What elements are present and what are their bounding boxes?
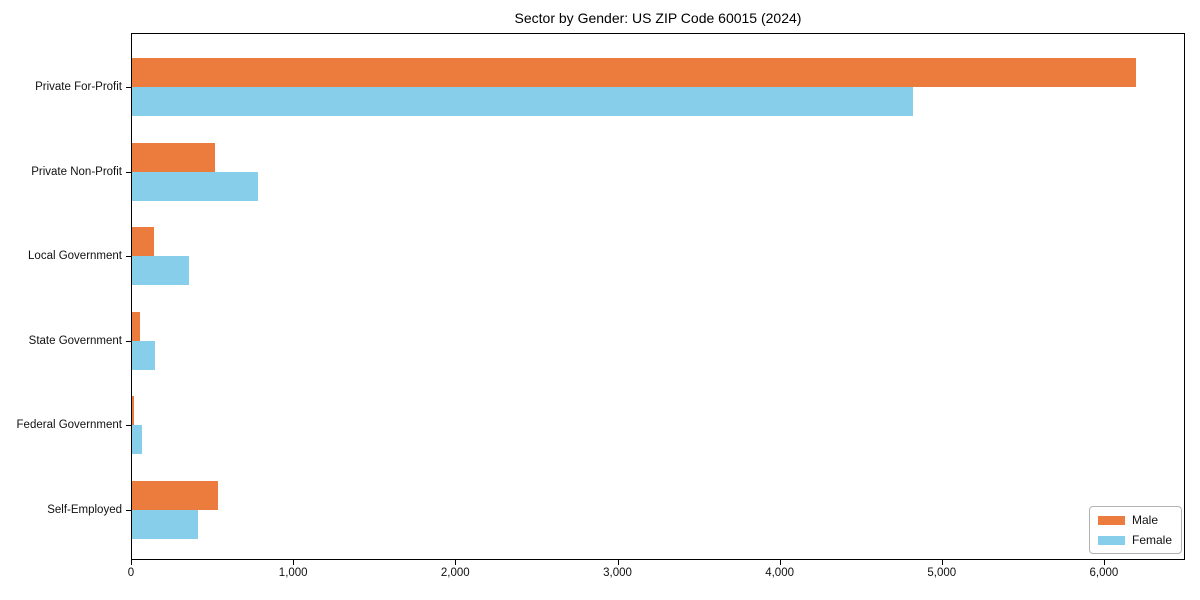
x-tick-label: 4,000: [765, 567, 794, 579]
x-tick: [617, 560, 619, 565]
y-tick-label: Private For-Profit: [35, 81, 122, 93]
x-tick: [131, 560, 132, 565]
y-tick: [126, 87, 131, 88]
y-tick: [126, 256, 131, 258]
legend: Male Female: [1089, 506, 1182, 554]
y-tick-label: State Government: [28, 334, 122, 347]
bar-female-2: [131, 256, 189, 286]
legend-swatch-female: [1098, 535, 1125, 545]
y-tick-label: Self-Employed: [47, 504, 122, 516]
x-tick: [779, 560, 781, 565]
legend-entry-male: Male: [1098, 514, 1173, 526]
bar-female-4: [131, 425, 143, 455]
x-tick-label: 1,000: [278, 567, 308, 579]
x-tick: [455, 560, 457, 565]
bar-male-2: [131, 227, 154, 257]
bar-male-0: [131, 58, 1137, 87]
x-tick-label: 0: [127, 567, 135, 579]
legend-entry-female: Female: [1098, 534, 1173, 546]
x-tick: [293, 560, 295, 565]
y-tick: [126, 425, 131, 427]
bar-female-1: [131, 171, 259, 201]
bar-female-0: [131, 87, 913, 116]
y-tick-label: Federal Government: [16, 419, 122, 432]
bar-male-3: [131, 311, 140, 341]
x-tick: [941, 560, 943, 565]
y-tick-label: Private Non-Profit: [31, 165, 122, 178]
bar-female-5: [131, 510, 198, 539]
plot-frame: [131, 33, 1185, 560]
y-tick: [126, 171, 131, 173]
x-tick-label: 2,000: [440, 567, 470, 579]
bar-male-4: [131, 396, 135, 426]
y-tick: [126, 340, 131, 342]
bar-male-1: [131, 142, 216, 172]
x-tick-label: 6,000: [1089, 567, 1119, 579]
bar-male-5: [131, 481, 218, 510]
legend-label: Female: [1132, 533, 1173, 547]
y-tick-label: Local Government: [28, 250, 122, 263]
legend-swatch-male: [1098, 515, 1125, 525]
x-tick-label: 3,000: [603, 567, 632, 579]
bar-female-3: [131, 340, 156, 370]
x-tick: [1103, 560, 1105, 565]
x-tick-label: 5,000: [927, 567, 957, 579]
chart-title: Sector by Gender: US ZIP Code 60015 (202…: [514, 10, 802, 26]
y-tick: [126, 510, 131, 511]
legend-label: Male: [1132, 513, 1159, 527]
